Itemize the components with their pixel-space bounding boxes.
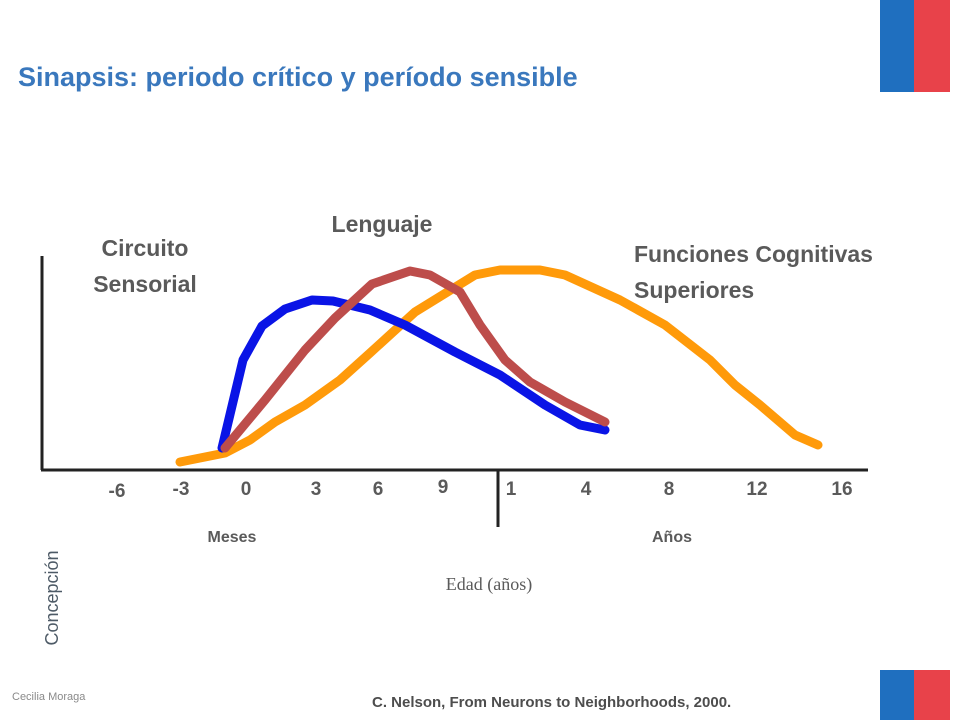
conception-label: Concepción: [42, 550, 62, 645]
label-cognitive: Superiores: [634, 277, 754, 303]
x-tick-label: 8: [664, 479, 675, 500]
x-tick-label: 1: [506, 479, 517, 500]
curve-sensory: [217, 295, 610, 453]
x-tick-label: 9: [438, 477, 449, 498]
x-tick-label: 0: [241, 479, 252, 500]
x-tick-label: 3: [311, 479, 322, 500]
x-tick-label: 16: [831, 479, 852, 500]
months-label: Meses: [208, 529, 257, 546]
curve-cognitive: [175, 265, 823, 467]
flag-blue: [880, 670, 914, 720]
flag-blue: [880, 0, 914, 92]
flag-red: [914, 670, 950, 720]
tick-labels: -6 -3 0 3 6 9 1 4 8 12 16: [109, 477, 853, 502]
citation: C. Nelson, From Neurons to Neighborhoods…: [372, 694, 731, 711]
x-tick-label: -6: [109, 481, 126, 502]
x-tick-label: 4: [581, 479, 592, 500]
x-tick-label: 12: [746, 479, 767, 500]
label-cognitive: Funciones Cognitivas: [634, 241, 873, 267]
label-language: Lenguaje: [332, 211, 433, 237]
curve-language: [220, 266, 610, 453]
label-sensory: Circuito: [102, 235, 189, 261]
flag-top: [880, 0, 950, 92]
flag-bottom: [880, 670, 950, 720]
years-label: Años: [652, 529, 692, 546]
x-axis-title: Edad (años): [446, 574, 532, 595]
slide-title: Sinapsis: periodo crítico y período sens…: [18, 62, 578, 92]
x-tick-label: 6: [373, 479, 384, 500]
flag-red: [914, 0, 950, 92]
author: Cecilia Moraga: [12, 691, 86, 703]
label-sensory: Sensorial: [93, 271, 197, 297]
x-tick-label: -3: [173, 479, 190, 500]
